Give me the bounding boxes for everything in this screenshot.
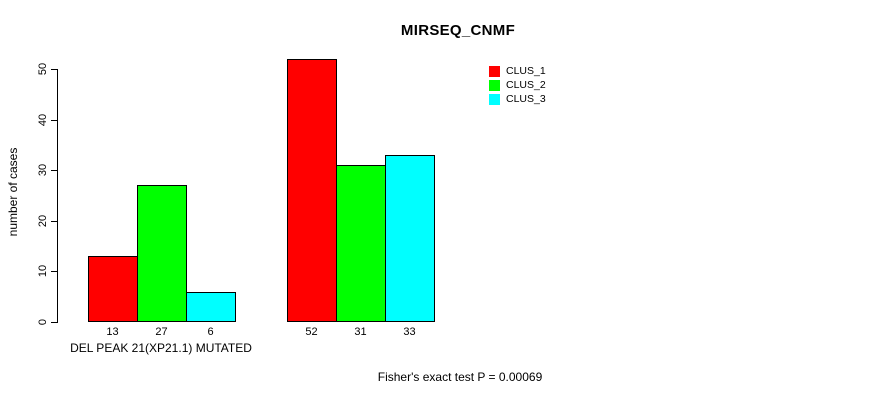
bar-clus_1 (287, 59, 337, 322)
bar-clus_2 (336, 165, 386, 322)
y-axis-label: number of cases (6, 147, 20, 237)
chart-title: MIRSEQ_CNMF (400, 22, 516, 39)
y-tick (51, 322, 57, 323)
legend-item-clus-1: CLUS_1 (489, 64, 546, 78)
y-tick-label: 0 (37, 318, 49, 326)
bar-value-label: 13 (106, 326, 119, 338)
legend-item-clus-2: CLUS_2 (489, 78, 546, 92)
bar-value-label: 52 (305, 326, 318, 338)
y-tick (51, 120, 57, 121)
bar-clus_3 (385, 155, 435, 322)
legend-swatch-clus-1 (489, 65, 500, 77)
y-tick (51, 271, 57, 272)
y-axis-line (57, 69, 58, 323)
bar-clus_2 (137, 185, 187, 322)
y-tick-label: 50 (37, 62, 49, 76)
legend-label: CLUS_3 (506, 92, 546, 105)
bar-value-label: 31 (354, 326, 367, 338)
legend-item-clus-3: CLUS_3 (489, 92, 546, 106)
legend: CLUS_1 CLUS_2 CLUS_3 (489, 64, 546, 106)
y-tick (51, 170, 57, 171)
y-tick-label: 40 (37, 113, 49, 127)
bar-clus_1 (88, 256, 138, 322)
y-tick (51, 69, 57, 70)
bar-clus_3 (186, 292, 236, 322)
legend-label: CLUS_2 (506, 78, 546, 91)
y-tick-label: 10 (37, 264, 49, 278)
bar-value-label: 33 (403, 326, 416, 338)
x-group-label: DEL PEAK 21(XP21.1) MUTATED (70, 341, 252, 355)
bar-value-label: 6 (207, 326, 214, 338)
y-tick (51, 221, 57, 222)
y-tick-label: 30 (37, 163, 49, 177)
legend-swatch-clus-3 (489, 93, 500, 105)
legend-swatch-clus-2 (489, 79, 500, 91)
legend-label: CLUS_1 (506, 64, 546, 77)
bar-value-label: 27 (155, 326, 168, 338)
y-tick-label: 20 (37, 214, 49, 228)
fisher-test-footnote: Fisher's exact test P = 0.00069 (377, 370, 543, 384)
